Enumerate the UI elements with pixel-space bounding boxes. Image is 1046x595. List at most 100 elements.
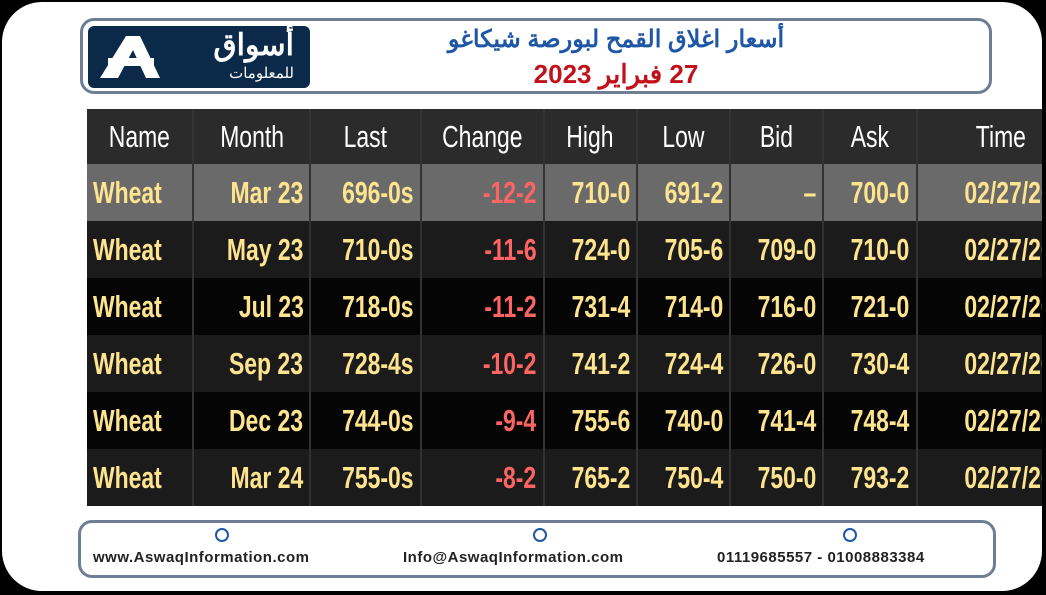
table-cell: -8-2 [420, 449, 545, 506]
email: Info@AswaqInformation.com [403, 549, 624, 566]
logo-text: أسواق [213, 29, 294, 62]
table-cell: 726-0 [730, 335, 825, 392]
cell-text: 02/27/2023 [964, 345, 1042, 381]
table-cell: -11-2 [420, 278, 545, 335]
cell-text: 755-6 [571, 402, 630, 438]
cell-text: 793-2 [851, 459, 910, 495]
column-header-text: Ask [850, 118, 890, 154]
column-header-text: Bid [760, 118, 794, 154]
cell-text: – [803, 174, 817, 210]
table-cell: 721-0 [823, 278, 918, 335]
table-cell: 700-0 [823, 164, 918, 221]
column-header-text: Time [976, 118, 1027, 154]
website: www.AswaqInformation.com [93, 549, 310, 566]
cell-text: 696-0s [342, 174, 414, 210]
table-row: Wheat Jul 23 718-0s -11-2 731-4 714-0 716-0 721… [87, 278, 1042, 335]
table-cell: -11-6 [420, 221, 545, 278]
table-cell: 741-4 [730, 392, 825, 449]
cell-text: 714-0 [664, 288, 724, 324]
table-cell: 02/27/2023 [916, 278, 1042, 335]
column-header-text: Low [662, 118, 705, 154]
phone-icon [843, 528, 857, 542]
cell-text: 02/27/2023 [964, 459, 1042, 495]
table-cell: 731-4 [543, 278, 638, 335]
table-cell: 718-0s [310, 278, 422, 335]
cell-text: -9-4 [495, 402, 537, 438]
logo-subtext: للمعلومات [229, 65, 294, 82]
footer: www.AswaqInformation.com Info@AswaqInfor… [78, 520, 996, 578]
cell-text: Wheat [93, 345, 162, 381]
column-header: Last [310, 109, 422, 164]
table-cell: 748-4 [823, 392, 918, 449]
table-cell: 710-0s [310, 221, 422, 278]
table-cell: 02/27/2023 [916, 449, 1042, 506]
cell-text: 710-0s [342, 231, 414, 267]
table-cell: 691-2 [636, 164, 732, 221]
cell-text: 748-4 [851, 402, 910, 438]
table-cell: Wheat [87, 221, 194, 278]
cell-text: -11-2 [484, 288, 537, 324]
cell-text: 724-0 [571, 231, 630, 267]
cell-text: 718-0s [342, 288, 414, 324]
table-cell: 724-4 [636, 335, 732, 392]
column-header: Low [636, 109, 732, 164]
logo-mark [100, 36, 160, 78]
table-cell: Mar 24 [193, 449, 312, 506]
cell-text: -8-2 [495, 459, 537, 495]
table-cell: 730-4 [823, 335, 918, 392]
cell-text: 726-0 [757, 345, 817, 381]
phone: 01119685557 - 01008883384 [717, 549, 925, 566]
column-header-text: Last [343, 118, 388, 154]
cell-text: 02/27/2023 [964, 231, 1042, 267]
table-cell: 755-0s [310, 449, 422, 506]
table-cell: Mar 23 [193, 164, 312, 221]
table-cell: 724-0 [543, 221, 638, 278]
cell-text: 724-4 [664, 345, 724, 381]
table-cell: 740-0 [636, 392, 732, 449]
table-cell: 710-0 [543, 164, 638, 221]
cell-text: 709-0 [757, 231, 817, 267]
column-header: Month [193, 109, 312, 164]
cell-text: 02/27/2023 [964, 174, 1042, 210]
cell-text: Wheat [93, 174, 162, 210]
cell-text: Wheat [93, 402, 162, 438]
logo: أسواق للمعلومات [88, 26, 310, 88]
table-cell: May 23 [193, 221, 312, 278]
cell-text: 755-0s [342, 459, 414, 495]
column-header: Time [916, 109, 1042, 164]
table-cell: 750-0 [730, 449, 825, 506]
cell-text: 710-0 [851, 231, 910, 267]
table-cell: 793-2 [823, 449, 918, 506]
cell-text: -10-2 [482, 345, 537, 381]
column-header: Ask [823, 109, 918, 164]
table-row: Wheat Mar 23 696-0s -12-2 710-0 691-2 –700-0 02… [87, 164, 1042, 221]
price-table: Name Month Last Change High Low Bid Ask Time Whe… [87, 109, 1042, 506]
table-cell: Sep 23 [193, 335, 312, 392]
table-cell: Wheat [87, 335, 194, 392]
cell-text: 700-0 [851, 174, 910, 210]
table-cell: 750-4 [636, 449, 732, 506]
cell-text: 691-2 [664, 174, 724, 210]
table-cell: Wheat [87, 392, 194, 449]
table-cell: Jul 23 [193, 278, 312, 335]
table-cell: -12-2 [420, 164, 545, 221]
table-cell: 710-0 [823, 221, 918, 278]
header-row: Name Month Last Change High Low Bid Ask Time [87, 109, 1042, 164]
table-cell: 755-6 [543, 392, 638, 449]
cell-text: -12-2 [482, 174, 537, 210]
cell-text: 740-0 [664, 402, 724, 438]
cell-text: 02/27/2023 [964, 402, 1042, 438]
table-cell: 716-0 [730, 278, 825, 335]
cell-text: 731-4 [571, 288, 630, 324]
date: 27 فبراير 2023 [533, 59, 699, 89]
cell-text: May 23 [226, 231, 304, 267]
table-cell: Wheat [87, 278, 194, 335]
column-header-text: High [566, 118, 614, 154]
table-cell: 02/27/2023 [916, 392, 1042, 449]
cell-text: Sep 23 [229, 345, 304, 381]
cell-text: 750-0 [757, 459, 817, 495]
cell-text: 728-4s [342, 345, 414, 381]
table-row: Wheat Dec 23 744-0s -9-4 755-6 740-0 741-4 748-… [87, 392, 1042, 449]
cell-text: Wheat [93, 288, 162, 324]
